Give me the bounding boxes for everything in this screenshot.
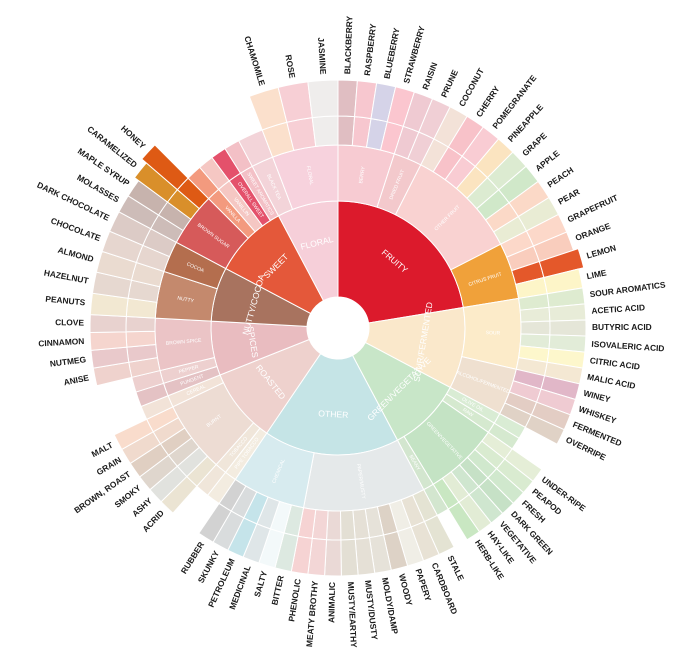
flavor-bar-musty-earthy[interactable] [340,538,359,577]
flavor-label-butyric-acid: BUTYRIC ACID [592,322,652,332]
flavor-label-rose: ROSE [283,54,297,80]
flavor-label-anise: ANISE [63,372,90,387]
flavor-label-bitter: BITTER [269,574,285,606]
flavor-label-meaty-brothy: MEATY BROTHY [304,580,320,647]
flavor-label-hazelnut: HAZELNUT [43,268,90,286]
flavor-label-raspberry: RASPBERRY [362,23,378,76]
flavor-label-citric-acid: CITRIC ACID [589,355,640,371]
flavor-label-stale: STALE [446,554,467,583]
flavor-label-chocolate: CHOCOLATE [49,215,102,243]
flavor-label-clove: CLOVE [55,317,84,328]
flavor-label-sour-aromatics: SOUR AROMATICS [589,279,666,299]
flavor-label-peanuts: PEANUTS [45,294,86,308]
flavor-band-musty-earthy[interactable] [339,509,356,541]
flavor-label-almond: ALMOND [57,245,95,264]
flavor-label-musty-dusty: MUSTY/DUSTY [363,580,380,641]
flavor-label-moldy-damp: MOLDY/DAMP [380,577,400,635]
flavor-label-acetic-acid: ACETIC ACID [591,302,645,315]
subcategory-label-pepper: PEPPER [178,364,200,375]
category-label-other: OTHER [318,408,349,420]
flavor-band-acetic-acid[interactable] [519,306,551,323]
subcategory-label-brown-spice: BROWN SPICE [166,338,203,347]
flavor-label-malic-acid: MALIC ACID [586,372,636,391]
flavor-label-prune: PRUNE [439,68,460,99]
flavor-label-blackberry: BLACKBERRY [342,15,354,74]
flavor-bar-butyric-acid[interactable] [549,319,587,337]
subcategory-label-raw: RAW [461,407,474,418]
subcategory-label-floral: FLORAL [305,166,314,186]
flavor-label-chamomile: CHAMOMILE [242,35,267,88]
flavor-label-lemon: LEMON [585,243,617,261]
flavor-label-grape: GRAPE [520,130,549,158]
flavor-label-nutmeg: NUTMEG [49,354,86,368]
flavor-label-peach: PEACH [545,165,575,190]
flavor-band-clove[interactable] [125,315,156,333]
flavor-band-cinnamon[interactable] [125,330,157,348]
flavor-bar-blackberry[interactable] [337,79,358,118]
flavor-label-pear: PEAR [556,187,581,207]
flavor-label-winey: WINEY [582,388,612,405]
flavor-label-blueberry: BLUEBERRY [382,26,402,79]
flavor-label-malt: MALT [90,439,115,459]
flavor-bar-clove[interactable] [89,314,127,333]
flavor-label-raisin: RAISIN [420,61,439,91]
flavor-label-papery: PAPERY [413,567,433,602]
flavor-label-salty: SALTY [252,569,269,598]
flavor-label-orange: ORANGE [574,221,612,243]
flavor-band-jasmine[interactable] [311,115,339,147]
flavor-band-butyric-acid[interactable] [520,320,551,336]
flavor-label-animalic: ANIMALIC [326,582,337,623]
flavor-bar-animalic[interactable] [324,539,342,577]
flavor-label-musty-earthy: MUSTY/EARTHY [346,581,359,648]
flavor-bar-acetic-acid[interactable] [548,303,587,322]
flavor-label-honey: HONEY [119,123,148,151]
flavor-label-strawberry: STRAWBERRY [401,24,427,84]
subcategory-label-sour: SOUR [486,330,501,336]
center-hole [307,297,369,359]
subcategory-label-paper-musty: PAPER/MUSTY [355,463,366,500]
flavor-label-apple: APPLE [533,148,561,173]
subcategory-label-berry: BERRY [358,165,367,184]
flavor-label-cinnamon: CINNAMON [38,336,85,348]
flavor-bar-jasmine[interactable] [307,79,339,119]
flavor-label-lime: LIME [586,267,608,281]
subcategory-label-nutty: NUTTY [177,295,195,304]
flavor-bar-cinnamon[interactable] [89,331,128,351]
wheel-segments [89,79,587,577]
flavor-label-woody: WOODY [397,573,415,607]
flavor-label-isovaleric-acid: ISOVALERIC ACID [591,339,665,354]
flavor-band-animalic[interactable] [325,510,342,541]
flavor-label-jasmine: JASMINE [316,37,328,75]
flavor-band-blackberry[interactable] [337,115,356,147]
flavor-label-phenolic: PHENOLIC [286,578,303,622]
